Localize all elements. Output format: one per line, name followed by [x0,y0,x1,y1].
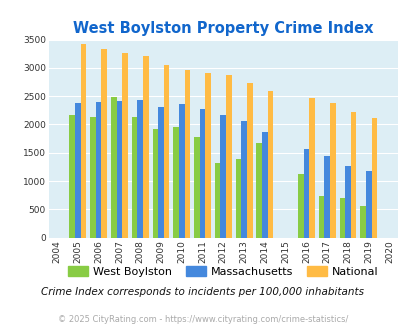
Bar [101,49,107,238]
Bar [297,174,303,238]
Bar [137,100,143,238]
Bar [267,90,273,238]
Bar [75,103,81,238]
Bar [96,102,101,238]
Title: West Boylston Property Crime Index: West Boylston Property Crime Index [73,21,373,36]
Bar [365,171,371,238]
Bar [360,206,365,238]
Bar [371,118,376,238]
Bar [303,149,309,238]
Bar [226,75,231,238]
Bar [111,97,116,238]
Bar [246,83,252,238]
Text: Crime Index corresponds to incidents per 100,000 inhabitants: Crime Index corresponds to incidents per… [41,287,364,297]
Bar [143,56,148,238]
Bar [179,104,184,238]
Bar [339,198,344,238]
Bar [163,65,169,238]
Bar [116,101,122,238]
Bar [309,98,314,238]
Bar [173,127,179,238]
Bar [184,70,190,238]
Bar [235,159,241,238]
Bar [122,52,128,238]
Bar [220,115,226,238]
Bar [158,107,163,238]
Bar [205,73,211,238]
Bar [214,163,220,238]
Legend: West Boylston, Massachusetts, National: West Boylston, Massachusetts, National [63,261,382,281]
Bar [81,44,86,238]
Bar [90,117,96,238]
Bar [69,115,75,238]
Text: © 2025 CityRating.com - https://www.cityrating.com/crime-statistics/: © 2025 CityRating.com - https://www.city… [58,315,347,324]
Bar [318,196,324,238]
Bar [241,121,246,238]
Bar [329,103,335,238]
Bar [256,143,261,238]
Bar [199,109,205,238]
Bar [261,132,267,238]
Bar [324,155,329,238]
Bar [344,166,350,238]
Bar [152,129,158,238]
Bar [350,112,356,238]
Bar [132,117,137,238]
Bar [194,137,199,238]
